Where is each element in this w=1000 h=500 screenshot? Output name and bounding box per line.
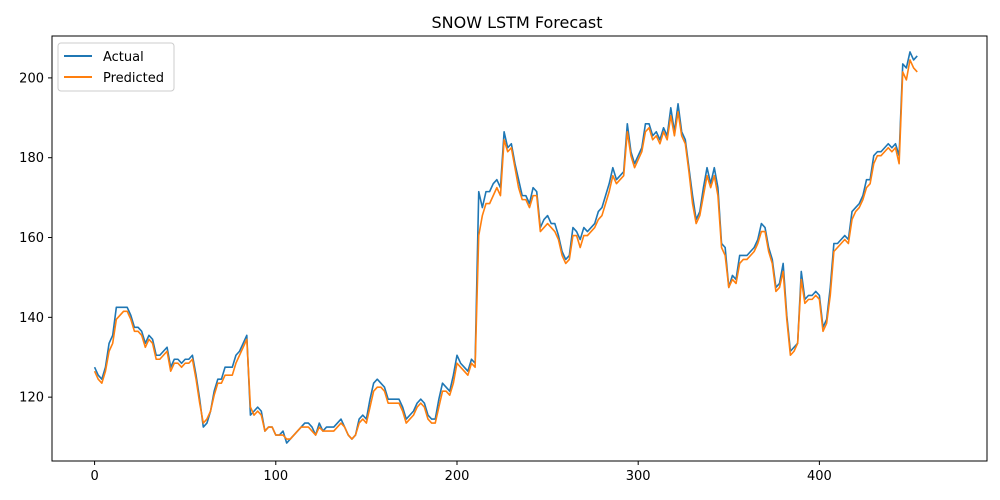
axes-frame [51, 35, 988, 462]
y-tick-label: 200 [19, 71, 44, 86]
series-layer [93, 51, 918, 444]
x-axis: 0 100 200 300 400 [90, 461, 832, 484]
x-tick-label: 400 [807, 469, 832, 484]
x-tick-label: 100 [263, 469, 288, 484]
x-tick-label: 200 [445, 469, 470, 484]
legend-label-predicted: Predicted [103, 71, 164, 86]
legend-label-actual: Actual [103, 50, 144, 65]
y-tick-label: 180 [19, 151, 44, 166]
plot-area [51, 35, 988, 462]
x-tick-label: 0 [90, 469, 98, 484]
y-axis: 120 140 160 180 200 [19, 71, 52, 406]
y-tick-label: 140 [19, 311, 44, 326]
x-tick-label: 300 [626, 469, 651, 484]
chart-title: SNOW LSTM Forecast [431, 13, 602, 32]
y-tick-label: 160 [19, 231, 44, 246]
legend: Actual Predicted [57, 42, 175, 92]
y-tick-label: 120 [19, 391, 44, 406]
series-line-actual [93, 51, 918, 444]
series-line-predicted [93, 59, 918, 440]
